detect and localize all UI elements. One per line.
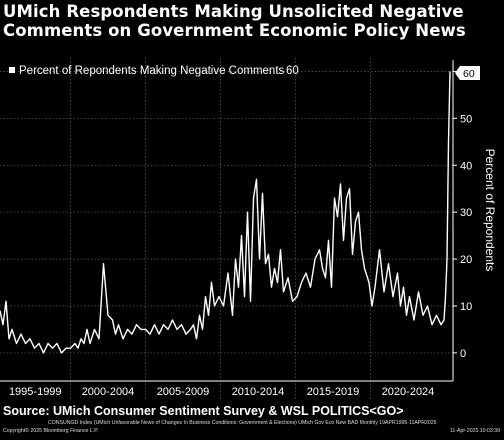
y-tick-label: 30 [460,207,472,219]
grid [0,58,453,399]
y-axis-label: Percent of Repondents [483,149,497,272]
last-value-tag-box [455,66,480,80]
legend-label: Percent of Repondents Making Negative Co… [19,65,285,77]
x-tick-label: 2015-2019 [307,386,360,398]
source-note: Source: UMich Consumer Sentiment Survey … [3,404,404,418]
x-tick-label: 2010-2014 [232,386,285,398]
index-note: CONSUNGD Index (UMich Unfavorable News o… [48,420,437,426]
last-value-tag: 60 [455,66,480,80]
copyright: Copyright© 2025 Bloomberg Finance L.P. [3,428,99,434]
last-value-tag-text: 60 [463,68,475,80]
y-tick-label: 40 [460,160,472,172]
y-tick-label: 0 [460,348,466,360]
x-tick-label: 2000-2004 [82,386,135,398]
legend-value: 60 [286,65,299,77]
timestamp: 11-Apr-2025 10:03:39 [449,428,500,434]
x-tick-label: 2020-2024 [382,386,435,398]
y-tick-label: 10 [460,301,472,313]
y-axis: 0 10 20 30 40 50 [452,60,472,381]
series-line [0,71,451,354]
y-tick-label: 50 [460,113,472,125]
y-tick-label: 20 [460,254,472,266]
legend-swatch [9,67,15,73]
x-tick-label: 1995-1999 [9,386,62,398]
chart-title: UMich Respondents Making Unsolicited Neg… [3,2,466,40]
x-tick-label: 2005-2009 [157,386,210,398]
legend: Percent of Repondents Making Negative Co… [9,65,299,77]
x-axis: 1995-1999 2000-2004 2005-2009 2010-2014 2015… [0,380,453,398]
